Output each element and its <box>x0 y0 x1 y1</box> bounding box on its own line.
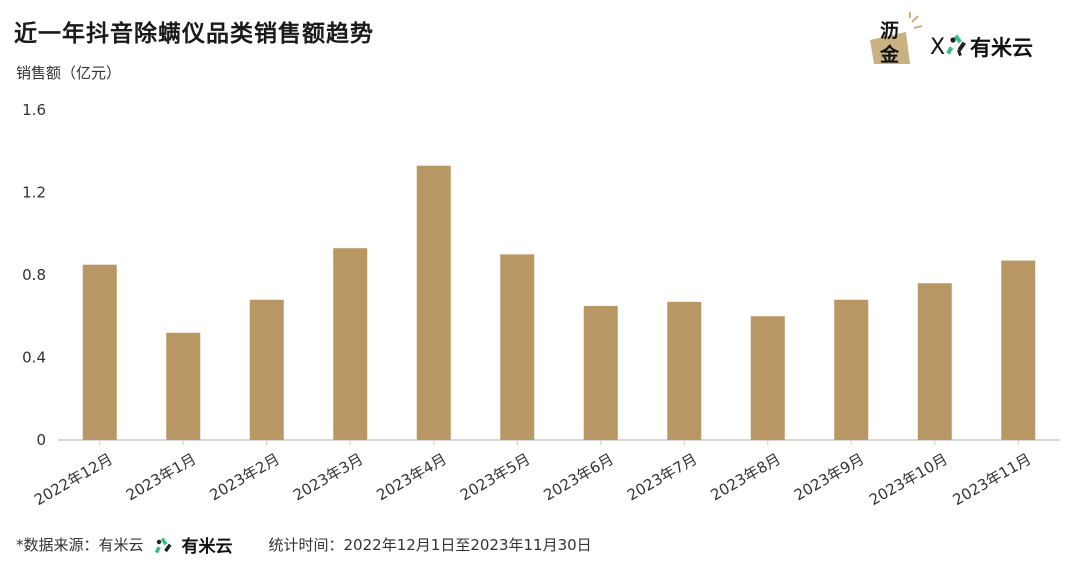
y-tick-label: 0.4 <box>22 349 46 367</box>
bar <box>333 248 368 440</box>
bar <box>750 316 785 440</box>
x-tick-label: 2023年4月 <box>373 450 449 504</box>
x-tick-label: 2023年2月 <box>206 450 282 504</box>
x-tick-label: 2023年5月 <box>457 450 533 504</box>
x-tick-label: 2022年12月 <box>31 450 116 509</box>
bar <box>249 299 284 440</box>
y-tick-label: 1.6 <box>22 101 46 119</box>
x-tick-label: 2023年10月 <box>866 450 951 509</box>
lijin-logo: 沥 金 <box>870 12 923 66</box>
stat-period: 统计时间：2022年12月1日至2023年11月30日 <box>268 536 592 554</box>
bar <box>1001 260 1036 440</box>
source-label: *数据来源：有米云 <box>16 536 144 554</box>
y-tick-label: 0 <box>36 431 46 449</box>
youmiyun-footer-icon <box>154 537 172 553</box>
y-tick-label: 0.8 <box>22 266 46 284</box>
y-axis-label: 销售额（亿元） <box>16 64 122 82</box>
bar <box>500 254 535 440</box>
bar <box>834 299 869 440</box>
bar <box>82 264 117 440</box>
x-tick-label: 2023年11月 <box>950 450 1035 509</box>
footer: *数据来源：有米云 有米云 统计时间：2022年12月1日至2023年11月30… <box>16 532 592 557</box>
bar <box>583 305 618 440</box>
x-tick-label: 2023年3月 <box>290 450 366 504</box>
youmiyun-logo-icon <box>946 34 966 57</box>
source-logo: 有米云 <box>154 532 233 557</box>
x-tick-label: 2023年6月 <box>540 450 616 504</box>
brand-separator: X <box>930 35 945 60</box>
chart-title: 近一年抖音除螨仪品类销售额趋势 <box>14 21 374 47</box>
y-tick-label: 1.2 <box>22 184 46 202</box>
lijin-logo-text-2: 金 <box>879 43 900 66</box>
source-logo-text: 有米云 <box>181 537 233 557</box>
bar <box>166 332 201 440</box>
brand-logos: 沥 金 X 有米云 <box>870 12 1033 66</box>
lijin-logo-text-1: 沥 <box>880 20 899 42</box>
bar <box>416 165 451 440</box>
bar <box>917 283 952 440</box>
x-tick-label: 2023年8月 <box>707 450 783 504</box>
bar <box>667 301 702 440</box>
x-tick-label: 2023年9月 <box>791 450 867 504</box>
x-tick-label: 2023年1月 <box>123 450 199 504</box>
youmiyun-logo-text: 有米云 <box>970 36 1033 60</box>
x-tick-label: 2023年7月 <box>624 450 700 504</box>
